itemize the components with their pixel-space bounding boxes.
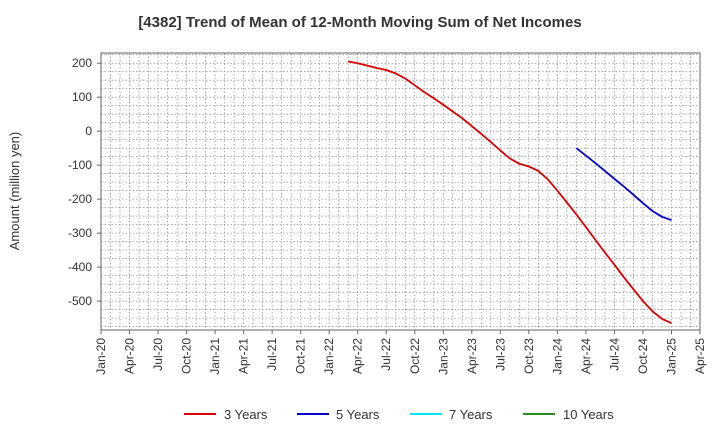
y-tick-label: 200 [72, 56, 92, 70]
y-tick-label: -500 [68, 294, 92, 308]
chart-title: [4382] Trend of Mean of 12-Month Moving … [138, 14, 582, 31]
series [348, 60, 672, 325]
plot-frame [100, 52, 701, 331]
legend: 3 Years 5 Years 7 Years 10 Years [184, 407, 614, 422]
y-tick-label: -100 [68, 158, 92, 172]
x-tick-label: Apr-22 [351, 338, 365, 374]
x-tick-label: Jan-20 [94, 338, 108, 375]
x-tick-label: Apr-21 [237, 338, 251, 374]
x-tick-label: Jul-21 [265, 338, 279, 371]
x-tick-label: Apr-25 [693, 338, 707, 374]
x-tick-label: Jul-24 [607, 338, 621, 371]
x-axis: Jan-20 Apr-20 Jul-20 Oct-20 Jan-21 Apr-21 Jul-… [94, 330, 707, 375]
x-tick-label: Oct-24 [636, 338, 650, 374]
grid [100, 53, 701, 330]
legend-label: 5 Years [336, 407, 380, 422]
x-tick-label: Jan-25 [664, 338, 678, 375]
x-tick-label: Apr-20 [123, 338, 137, 374]
y-axis-label: Amount (million yen) [7, 132, 22, 251]
x-tick-label: Jul-23 [493, 338, 507, 371]
x-tick-label: Oct-21 [294, 338, 308, 374]
x-tick-label: Jul-22 [379, 338, 393, 371]
legend-label: 10 Years [563, 407, 614, 422]
y-tick-label: -200 [68, 192, 92, 206]
legend-label: 7 Years [449, 407, 493, 422]
x-tick-label: Jan-23 [436, 338, 450, 375]
x-tick-label: Jan-22 [322, 338, 336, 375]
y-axis: 200 100 0 -100 -200 -300 -400 -500 [68, 56, 101, 308]
y-tick-label: -400 [68, 260, 92, 274]
x-tick-label: Oct-20 [180, 338, 194, 374]
series-line-2 [575, 147, 672, 222]
x-tick-label: Apr-24 [579, 338, 593, 374]
x-tick-label: Oct-22 [408, 338, 422, 374]
y-tick-label: -300 [68, 226, 92, 240]
x-tick-label: Jan-21 [208, 338, 222, 375]
x-tick-label: Apr-23 [465, 338, 479, 374]
series-line-1 [348, 60, 672, 325]
y-tick-label: 0 [85, 124, 92, 138]
x-tick-label: Oct-23 [522, 338, 536, 374]
x-tick-label: Jan-24 [550, 338, 564, 375]
x-tick-label: Jul-20 [151, 338, 165, 371]
legend-label: 3 Years [224, 407, 268, 422]
y-tick-label: 100 [72, 90, 92, 104]
